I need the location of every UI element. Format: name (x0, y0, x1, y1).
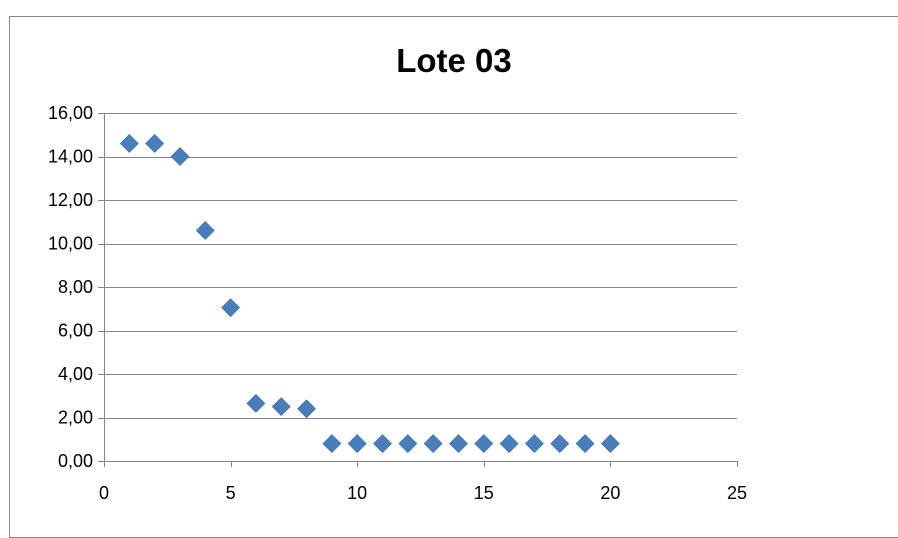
data-points (119, 134, 620, 454)
x-tick-label: 5 (226, 483, 236, 503)
y-tick-label: 10,00 (48, 234, 93, 254)
data-point (398, 434, 418, 454)
y-tick-label: 16,00 (48, 103, 93, 123)
chart-title: Lote 03 (396, 42, 512, 79)
x-axis-tick-labels: 0 5 10 15 20 25 (99, 483, 747, 503)
y-tick-label: 14,00 (48, 147, 93, 167)
data-point (271, 397, 291, 417)
data-point (246, 393, 266, 413)
x-tick-label: 10 (347, 483, 367, 503)
data-point (297, 399, 316, 419)
data-point (550, 434, 570, 454)
y-tick-label: 2,00 (58, 408, 93, 428)
y-axis-tick-labels: 0,00 2,00 4,00 6,00 8,00 10,00 12,00 14,00 16,00 (48, 103, 93, 471)
y-tick-label: 12,00 (48, 190, 93, 210)
data-point (347, 434, 367, 454)
data-point (170, 147, 190, 166)
data-point (373, 434, 392, 454)
data-point (499, 434, 519, 454)
data-point (449, 434, 468, 454)
data-point (423, 434, 443, 454)
data-point (195, 221, 215, 240)
data-point (119, 134, 139, 153)
x-tick-label: 25 (727, 483, 747, 503)
scatter-chart: Lote 03 0,00 2,00 4,00 6,00 8,00 10,00 12,00 14… (48, 42, 747, 503)
gridlines (98, 113, 737, 462)
data-point (600, 434, 620, 454)
data-point (474, 434, 494, 454)
y-tick-label: 8,00 (58, 277, 93, 297)
y-tick-label: 6,00 (58, 321, 93, 341)
y-tick-label: 4,00 (58, 364, 93, 384)
data-point (575, 434, 595, 454)
data-point (525, 434, 544, 454)
x-tick-label: 0 (99, 483, 109, 503)
y-tick-label: 0,00 (58, 451, 93, 471)
x-tick-label: 20 (600, 483, 620, 503)
data-point (145, 134, 165, 153)
axes (104, 113, 738, 467)
data-point (322, 434, 342, 454)
chart-area (9, 16, 898, 538)
data-point (221, 298, 241, 318)
x-tick-label: 15 (474, 483, 494, 503)
